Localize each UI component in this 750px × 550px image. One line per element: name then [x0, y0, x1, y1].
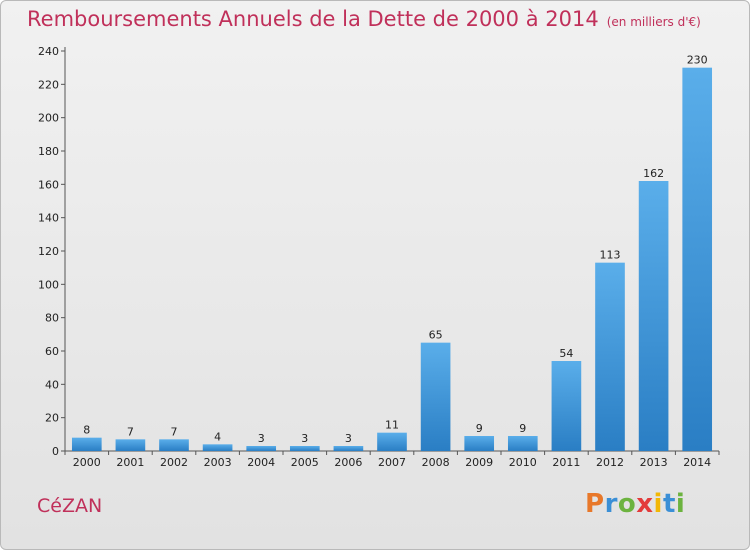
y-tick-label: 60 — [45, 345, 59, 358]
logo-letter: o — [617, 489, 637, 519]
y-tick-label: 200 — [38, 112, 59, 125]
bar-2012 — [595, 262, 625, 451]
x-tick-label-2012: 2012 — [596, 456, 624, 469]
chart-title: Remboursements Annuels de la Dette de 20… — [27, 7, 701, 31]
x-tick-label-2007: 2007 — [378, 456, 406, 469]
data-label-2013: 162 — [643, 167, 664, 180]
bar-2003 — [202, 444, 233, 451]
bar-2000 — [71, 437, 102, 451]
x-tick-label-2002: 2002 — [160, 456, 188, 469]
bar-2010 — [507, 436, 538, 451]
bar-2005 — [289, 446, 320, 451]
x-tick-label-2006: 2006 — [334, 456, 362, 469]
bar-2006 — [333, 446, 364, 451]
data-label-2014: 230 — [687, 54, 708, 67]
y-tick-label: 220 — [38, 78, 59, 91]
data-label-2011: 54 — [559, 347, 573, 360]
x-tick-label-2000: 2000 — [73, 456, 101, 469]
y-tick-label: 160 — [38, 178, 59, 191]
x-tick-label-2011: 2011 — [552, 456, 580, 469]
logo-letter: i — [653, 489, 663, 519]
y-tick-label: 140 — [38, 212, 59, 225]
proxiti-logo: Proxiti — [585, 489, 685, 519]
bar-2007 — [377, 432, 407, 451]
data-label-2004: 3 — [258, 432, 265, 445]
x-tick-label-2013: 2013 — [640, 456, 668, 469]
logo-letter: t — [662, 489, 676, 519]
chart-title-text: Remboursements Annuels de la Dette de 20… — [27, 7, 599, 31]
commune-name: CéZAN — [37, 495, 103, 517]
x-tick-label-2004: 2004 — [247, 456, 275, 469]
logo-letter: i — [675, 489, 686, 519]
bar-2001 — [115, 439, 146, 451]
x-tick-label-2014: 2014 — [683, 456, 711, 469]
y-tick-label: 240 — [38, 45, 59, 58]
x-tick-label-2008: 2008 — [422, 456, 450, 469]
x-tick-label-2009: 2009 — [465, 456, 493, 469]
data-label-2000: 8 — [83, 424, 90, 437]
y-tick-label: 100 — [38, 278, 59, 291]
data-label-2012: 113 — [600, 249, 621, 262]
x-tick-label-2010: 2010 — [509, 456, 537, 469]
x-tick-label-2005: 2005 — [291, 456, 319, 469]
bar-2011 — [551, 361, 582, 451]
logo-letter: P — [585, 489, 605, 519]
bar-2004 — [246, 446, 277, 451]
bar-2009 — [464, 436, 495, 451]
data-label-2006: 3 — [345, 432, 352, 445]
chart-unit: (en milliers d'€) — [606, 15, 701, 29]
logo-letter: x — [636, 489, 654, 519]
x-tick-label-2001: 2001 — [116, 456, 144, 469]
y-tick-label: 40 — [45, 378, 59, 391]
data-label-2009: 9 — [476, 422, 483, 435]
bar-2008 — [420, 342, 451, 451]
bar-2013 — [638, 181, 669, 451]
y-tick-label: 0 — [52, 445, 59, 458]
bar-2014 — [682, 67, 713, 452]
data-label-2005: 3 — [301, 432, 308, 445]
y-tick-label: 180 — [38, 145, 59, 158]
data-label-2001: 7 — [127, 425, 134, 438]
data-label-2007: 11 — [385, 419, 399, 432]
data-label-2010: 9 — [519, 422, 526, 435]
y-tick-label: 120 — [38, 245, 59, 258]
logo-letter: r — [604, 489, 618, 519]
data-label-2008: 65 — [429, 329, 443, 342]
y-tick-label: 20 — [45, 412, 59, 425]
data-label-2003: 4 — [214, 430, 221, 443]
y-tick-label: 80 — [45, 312, 59, 325]
bar-2002 — [159, 439, 189, 451]
data-label-2002: 7 — [171, 425, 178, 438]
x-tick-label-2003: 2003 — [204, 456, 232, 469]
